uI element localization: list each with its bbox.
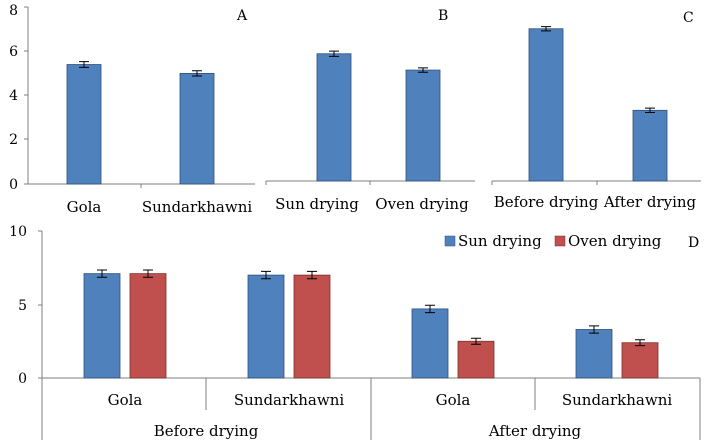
error-bar-oven-drying: [418, 67, 428, 73]
x-category-label: Gola: [436, 391, 471, 409]
panel-d-bars: [83, 269, 659, 379]
bar-oven-drying: [293, 274, 331, 379]
bar-sun-drying: [247, 274, 285, 379]
x-category-label: Sundarkhawni: [562, 391, 673, 409]
y-tick-label: 0: [9, 177, 18, 193]
y-tick-label: 8: [9, 3, 18, 19]
error-bar: [261, 270, 271, 280]
bar-oven-drying: [129, 273, 167, 379]
panel-a-label: A: [236, 8, 248, 24]
x-category-label: Sundarkhawni: [234, 391, 345, 409]
bar-before-drying: [528, 28, 564, 182]
error-bar-before-drying: [541, 26, 551, 32]
legend-swatch-oven-drying: [554, 235, 566, 247]
bar-oven-drying: [405, 69, 441, 182]
error-bar: [471, 337, 481, 345]
x-category-label: Gola: [67, 198, 102, 216]
x-category-label: After drying: [603, 193, 697, 211]
panel-d-label: D: [688, 235, 699, 251]
y-tick-label: 5: [18, 298, 27, 314]
error-bar: [589, 325, 599, 334]
legend: Sun drying Oven drying: [444, 232, 662, 250]
bar-oven-drying: [457, 340, 495, 379]
y-tick-label: 2: [9, 132, 18, 148]
error-bar: [97, 269, 107, 278]
error-bar: [425, 304, 435, 314]
error-bar-sundarkhawni: [192, 70, 202, 77]
panel-c-label: C: [683, 10, 694, 26]
panel-b: B Sun drying Oven drying: [265, 8, 475, 213]
x-group-label: After drying: [488, 422, 582, 440]
bar-sun-drying: [316, 53, 352, 182]
panel-b-label: B: [438, 8, 448, 24]
y-tick-label: 10: [9, 224, 27, 240]
error-bar-after-drying: [645, 107, 655, 113]
bar-oven-drying: [621, 342, 659, 379]
error-bar: [635, 339, 645, 347]
y-tick-label: 6: [9, 44, 18, 60]
bar-sun-drying: [411, 308, 449, 379]
bar-sun-drying: [83, 273, 121, 379]
x-category-label: Before drying: [494, 193, 599, 211]
y-tick-label: 0: [18, 371, 27, 387]
panel-a: A 8 6 4 2 0 Gola Sundarkhawni: [9, 3, 255, 216]
y-tick-label: 4: [9, 88, 18, 104]
bar-sun-drying: [575, 329, 613, 379]
error-bar-gola: [79, 61, 89, 68]
x-category-label: Gola: [108, 391, 143, 409]
error-bar-sun-drying: [329, 50, 339, 57]
x-category-label: Sun drying: [275, 195, 359, 213]
error-bar: [307, 270, 317, 280]
bar-after-drying: [632, 109, 668, 182]
legend-label-oven-drying: Oven drying: [568, 232, 662, 250]
legend-label-sun-drying: Sun drying: [458, 232, 542, 250]
bar-gola: [66, 64, 102, 185]
x-category-label: Sundarkhawni: [142, 198, 253, 216]
error-bar: [143, 269, 153, 278]
panel-d: D 10 5 0 Gola Sundarkhawni Gola Sundarkh…: [9, 224, 701, 440]
panel-c: C Before drying After drying: [491, 10, 701, 211]
legend-swatch-sun-drying: [444, 235, 456, 247]
bar-sundarkhawni: [179, 72, 215, 185]
x-category-label: Oven drying: [375, 195, 469, 213]
x-group-label: Before drying: [154, 422, 259, 440]
